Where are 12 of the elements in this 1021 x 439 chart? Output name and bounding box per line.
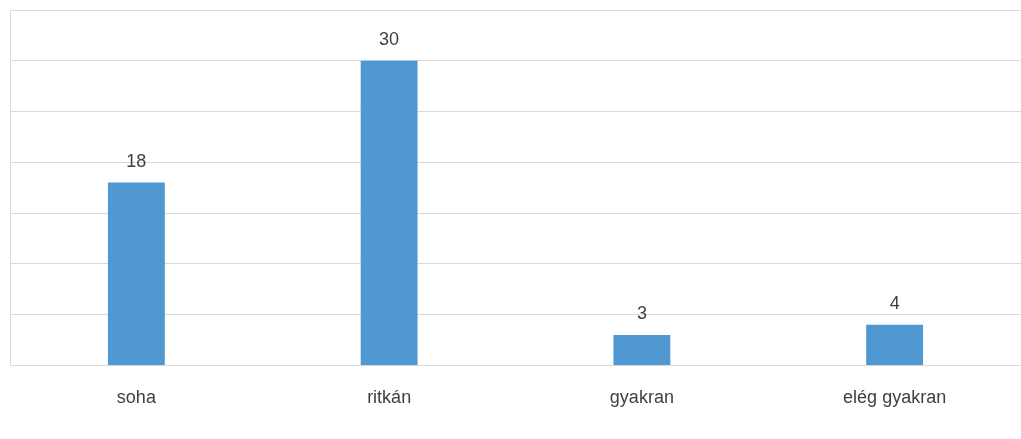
data-label: 3: [636, 302, 647, 323]
data-label: 18: [126, 150, 147, 171]
x-tick-label: gyakran: [609, 387, 674, 408]
data-label: 4: [889, 292, 900, 313]
bar: [613, 334, 671, 365]
x-tick-label: soha: [116, 387, 157, 408]
x-tick-label: elég gyakran: [843, 387, 947, 408]
bar: [107, 182, 165, 365]
x-tick-label: ritkán: [367, 387, 412, 408]
bar: [866, 324, 924, 365]
bar: [360, 60, 418, 365]
data-label: 30: [379, 28, 400, 49]
